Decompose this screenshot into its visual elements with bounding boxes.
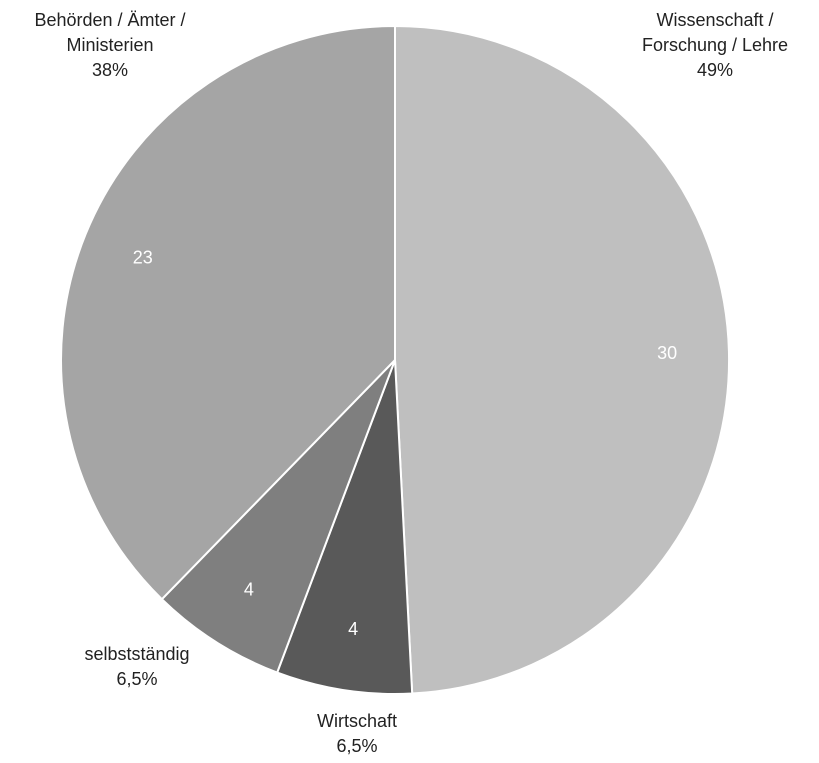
- percent-label: 6,5%: [116, 669, 157, 689]
- category-label-wirtschaft: Wirtschaft 6,5%: [317, 711, 397, 756]
- pie-slice-wissenschaft: [394, 25, 730, 695]
- category-name-line: selbstständig: [84, 644, 189, 664]
- percent-label: 38%: [92, 60, 128, 80]
- pie-slice-selbststaendig: [160, 359, 396, 674]
- slices-layer: [60, 25, 730, 695]
- value-label-wirtschaft: 4: [348, 619, 358, 639]
- value-labels-layer: 30 4 4 23: [133, 248, 677, 640]
- category-label-wissenschaft: Wissenschaft / Forschung / Lehre 49%: [642, 10, 788, 80]
- pie-slice-behoerden-aemter: [60, 25, 396, 601]
- value-label-selbststaendig: 4: [244, 580, 254, 600]
- category-name-line: Forschung / Lehre: [642, 35, 788, 55]
- category-name-line: Wirtschaft: [317, 711, 397, 731]
- percent-label: 49%: [697, 60, 733, 80]
- category-name-line: Ministerien: [66, 35, 153, 55]
- value-label-wissenschaft: 30: [657, 343, 677, 363]
- outer-labels-layer: Wissenschaft / Forschung / Lehre 49% Wirtsc…: [34, 10, 788, 756]
- category-label-selbststaendig: selbstständig 6,5%: [84, 644, 189, 689]
- percent-label: 6,5%: [336, 736, 377, 756]
- pie-slice-wirtschaft: [276, 359, 414, 695]
- category-label-behoerden-aemter: Behörden / Ämter / Ministerien 38%: [34, 10, 185, 80]
- category-name-line: Wissenschaft /: [656, 10, 773, 30]
- value-label-behoerden-aemter: 23: [133, 248, 153, 268]
- category-name-line: Behörden / Ämter /: [34, 10, 185, 30]
